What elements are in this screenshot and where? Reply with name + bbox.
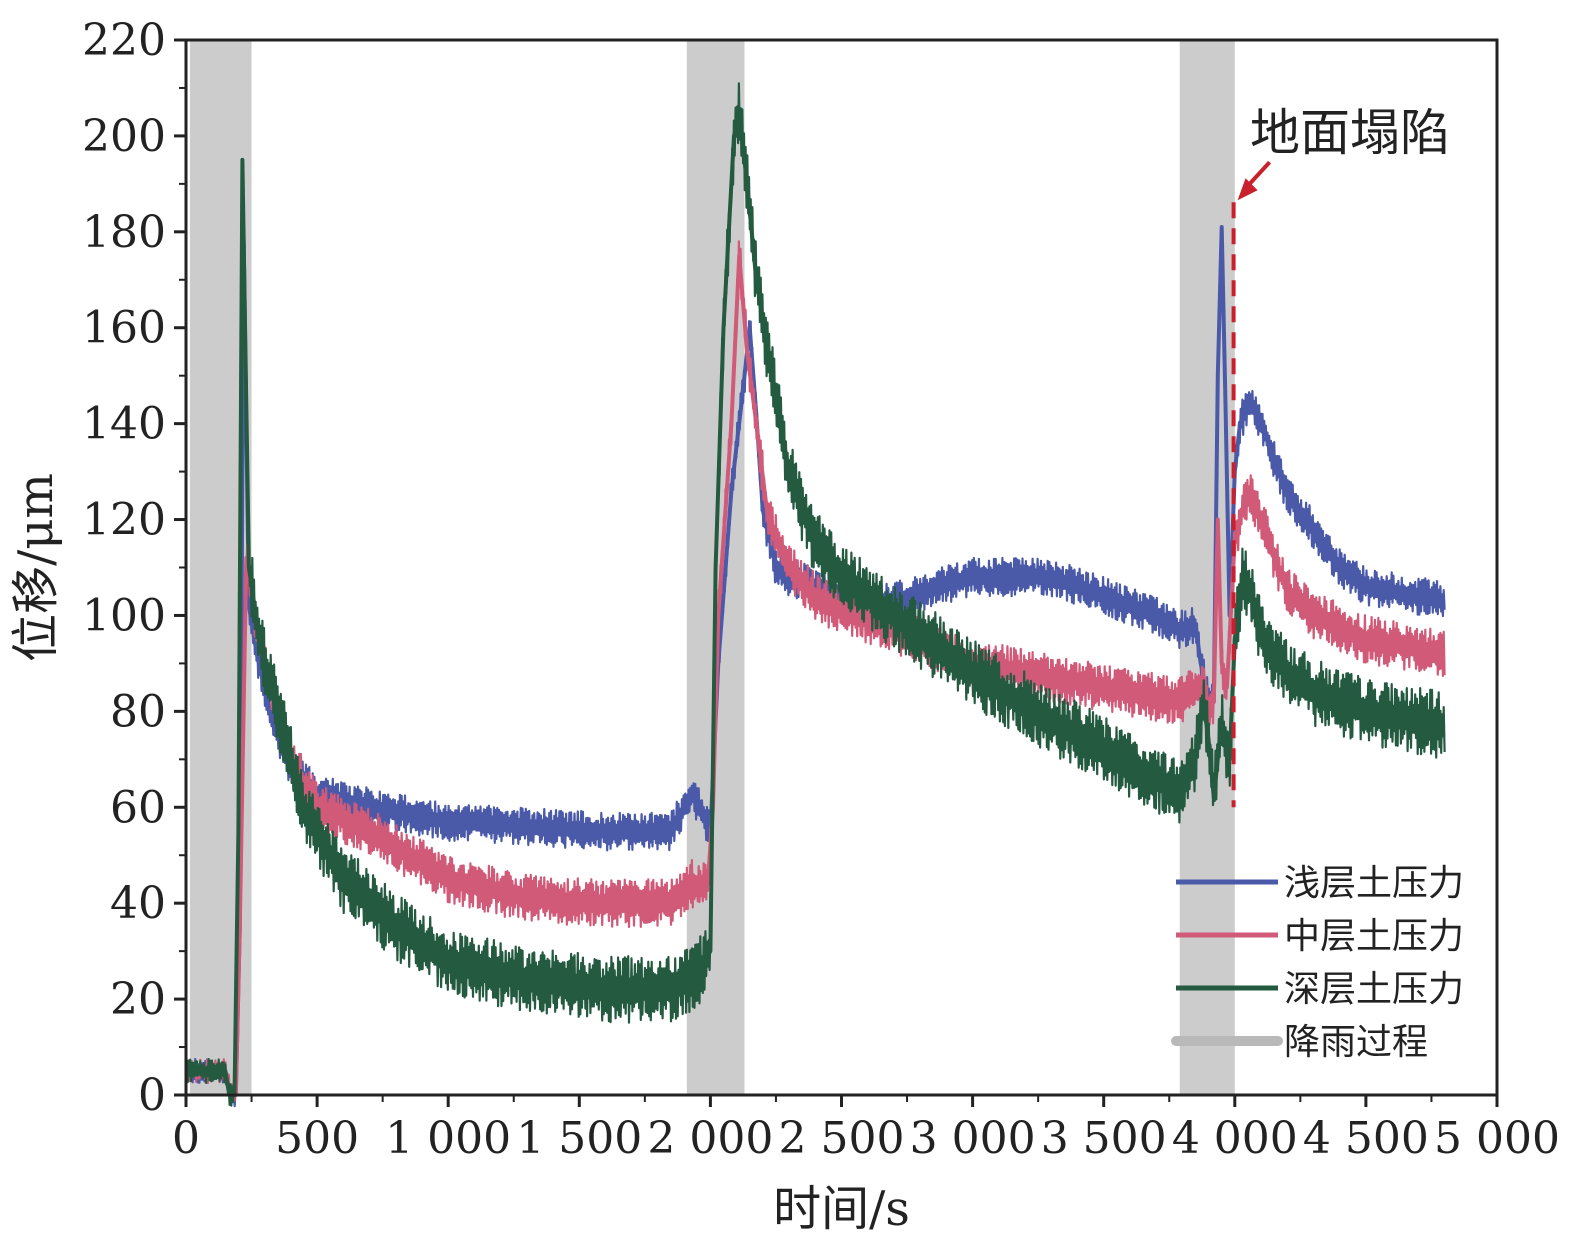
y-axis-ticks: 0 20 40 60 80 100 120 140 160 180 200 220 xyxy=(82,15,186,1121)
x-tick-label: 1 500 xyxy=(516,1113,642,1164)
x-tick-label: 3 500 xyxy=(1041,1113,1167,1164)
y-tick-label: 220 xyxy=(82,15,166,66)
x-tick-label: 3 000 xyxy=(910,1113,1036,1164)
series-line-3 xyxy=(186,109,1445,1097)
legend-label-1: 浅层土压力 xyxy=(1284,863,1464,904)
annotation-layer: 地面塌陷 xyxy=(1231,104,1450,808)
y-tick-label: 100 xyxy=(82,590,166,641)
x-tick-label: 1 000 xyxy=(385,1113,511,1164)
legend-label-rain: 降雨过程 xyxy=(1284,1022,1428,1063)
x-tick-label: 2 500 xyxy=(779,1113,905,1164)
y-tick-label: 60 xyxy=(110,782,166,833)
y-tick-label: 20 xyxy=(110,974,166,1025)
y-tick-label: 140 xyxy=(82,399,166,450)
collapse-arrow-head xyxy=(1237,178,1258,201)
y-tick-label: 200 xyxy=(82,111,166,162)
y-axis-title: 位移/μm xyxy=(8,473,64,662)
x-tick-label: 500 xyxy=(275,1113,359,1164)
x-tick-label: 4 500 xyxy=(1303,1113,1429,1164)
y-tick-label: 0 xyxy=(138,1070,166,1121)
rain-period-band-3 xyxy=(1179,40,1235,1095)
y-tick-label: 80 xyxy=(110,686,166,737)
legend-label-3: 深层土压力 xyxy=(1284,969,1464,1010)
legend-label-2: 中层土压力 xyxy=(1284,916,1464,957)
x-tick-label: 2 000 xyxy=(647,1113,773,1164)
y-tick-label: 160 xyxy=(82,303,166,354)
x-axis-ticks: 0 500 1 000 1 500 2 000 2 500 3 000 3 500 4 000 4… xyxy=(172,1095,1560,1164)
y-tick-label: 40 xyxy=(110,878,166,929)
x-tick-label: 4 000 xyxy=(1172,1113,1298,1164)
x-tick-label: 0 xyxy=(172,1113,200,1164)
collapse-annotation-label: 地面塌陷 xyxy=(1250,104,1450,162)
x-tick-label: 5 000 xyxy=(1434,1113,1560,1164)
y-tick-label: 180 xyxy=(82,207,166,258)
y-tick-label: 120 xyxy=(82,495,166,546)
x-axis-title: 时间/s xyxy=(773,1181,910,1237)
